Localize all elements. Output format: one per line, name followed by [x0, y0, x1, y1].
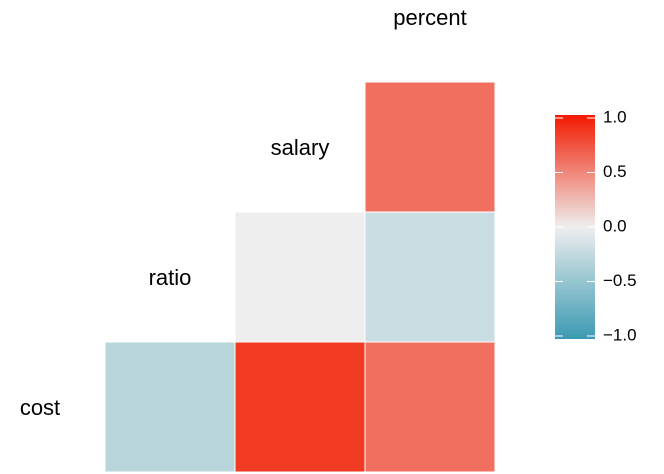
- variable-label: salary: [271, 135, 330, 160]
- variable-label: cost: [20, 395, 60, 420]
- cell: [234, 211, 366, 343]
- variable-label: ratio: [149, 265, 192, 290]
- cell: [364, 341, 496, 473]
- colorbar-tick-label: 1.0: [603, 107, 627, 126]
- cell: [364, 81, 496, 213]
- colorbar-tick-label: 0.0: [603, 216, 627, 235]
- colorbar-tick-label: 0.5: [603, 162, 627, 181]
- colorbar-tick-label: −1.0: [603, 325, 637, 344]
- colorbar-tick-label: −0.5: [603, 271, 637, 290]
- variable-label: percent: [393, 5, 466, 30]
- cell: [104, 341, 236, 473]
- cell: [234, 341, 366, 473]
- cell: [364, 211, 496, 343]
